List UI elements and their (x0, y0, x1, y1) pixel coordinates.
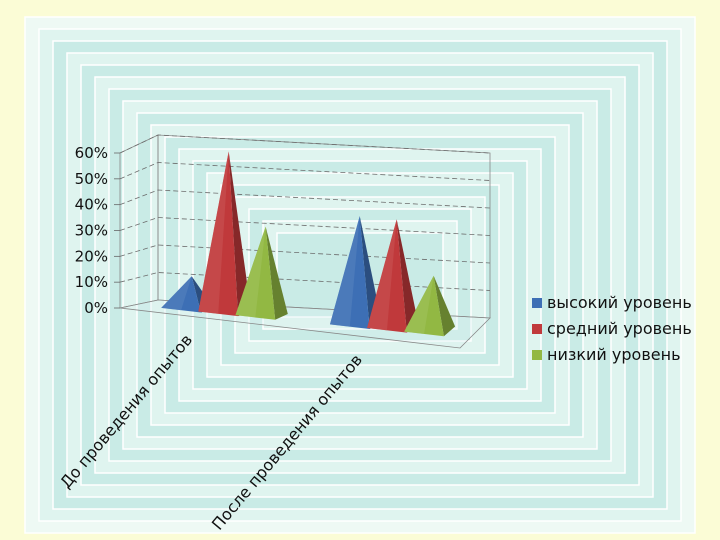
legend-label: средний уровень (547, 319, 692, 338)
pyramid-highlight (235, 226, 266, 318)
y-axis-ticks: 0% 10% 20% 30% 40% 50% 60% (75, 144, 120, 317)
chart-legend: высокий уровень средний уровень низкий уро… (532, 293, 692, 364)
legend-label: высокий уровень (547, 293, 692, 312)
pyramid-side-face (228, 151, 252, 317)
bar-2-category-2 (367, 219, 419, 333)
pyramid-side-face (396, 219, 419, 333)
legend-swatch (532, 350, 542, 360)
pyramid-side-face (433, 275, 456, 337)
legend-swatch (532, 298, 542, 308)
pyramid-highlight (198, 151, 229, 314)
y-tick-label: 10% (75, 273, 108, 291)
bar-3-category-2 (404, 275, 456, 337)
gridline (119, 134, 491, 154)
y-tick-label: 30% (75, 222, 108, 240)
gridline (119, 162, 491, 181)
gridline (119, 217, 491, 236)
y-tick-label: 20% (75, 247, 108, 265)
bar-2-category-1 (198, 151, 252, 317)
chart-marks (161, 151, 456, 337)
y-tick-label: 40% (75, 196, 108, 214)
pyramid-side-face (265, 226, 288, 320)
pyramid-highlight (367, 219, 397, 331)
x-category-label: До проведения опытов (56, 330, 196, 492)
gridline (119, 189, 491, 209)
legend-swatch (532, 324, 542, 334)
side-wall (119, 134, 159, 309)
y-tick-label: 0% (84, 299, 108, 317)
pyramid-highlight (329, 216, 360, 327)
pyramid-highlight (404, 275, 434, 334)
y-tick-label: 50% (75, 170, 108, 188)
bar-1-category-2 (329, 216, 382, 330)
legend-label: низкий уровень (547, 345, 681, 364)
y-tick-label: 60% (75, 144, 108, 162)
x-category-label: После проведения опытов (208, 350, 366, 533)
gridline (119, 244, 491, 264)
x-axis-categories: До проведения опытов После проведения опы… (56, 330, 366, 533)
chart-gridlines (119, 134, 491, 291)
bar-3-category-1 (235, 226, 288, 320)
pyramid-highlight (161, 276, 192, 311)
